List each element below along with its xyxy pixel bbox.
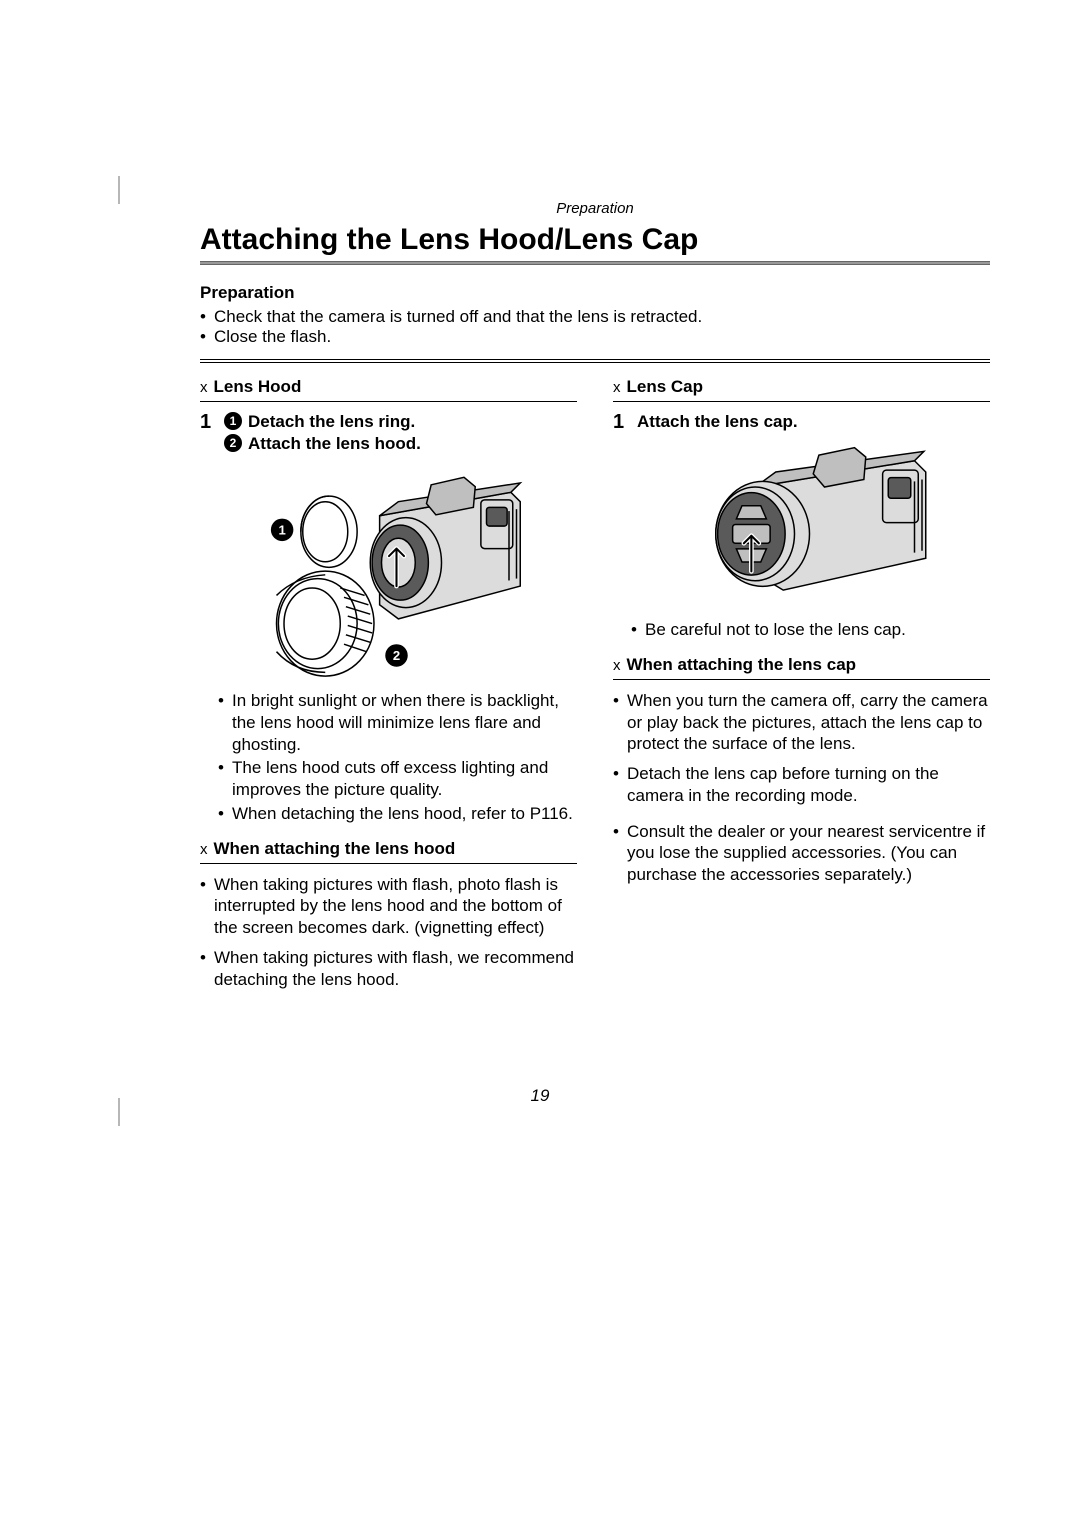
heading-text: Lens Cap	[627, 377, 704, 396]
note-item: • When taking pictures with flash, we re…	[200, 947, 577, 991]
note-text: When detaching the lens hood, refer to P…	[232, 803, 573, 825]
page-number: 19	[0, 1086, 1080, 1106]
section-label: Preparation	[200, 200, 990, 217]
prep-item-text: Check that the camera is turned off and …	[214, 307, 702, 327]
heading-text: When attaching the lens cap	[627, 655, 857, 674]
note-text: When you turn the camera off, carry the …	[627, 690, 990, 755]
note-item: • When you turn the camera off, carry th…	[613, 690, 990, 755]
lens-cap-notes2: • When you turn the camera off, carry th…	[613, 690, 990, 807]
note-item: • When taking pictures with flash, photo…	[200, 874, 577, 939]
note-text: Detach the lens cap before turning on th…	[627, 763, 990, 807]
heading-marker: x	[200, 841, 208, 858]
preparation-list: •Check that the camera is turned off and…	[200, 307, 990, 347]
thin-rule	[613, 679, 990, 680]
prep-item-text: Close the flash.	[214, 327, 331, 347]
note-text: When taking pictures with flash, photo f…	[214, 874, 577, 939]
thin-rule	[200, 863, 577, 864]
lens-hood-notes: • In bright sunlight or when there is ba…	[218, 690, 577, 825]
crop-mark-top	[118, 176, 120, 204]
manual-page: Preparation Attaching the Lens Hood/Lens…	[0, 0, 1080, 1526]
note-item: • When detaching the lens hood, refer to…	[218, 803, 577, 825]
column-left: x Lens Hood 1 1 Detach the lens ring. 2 Att…	[200, 377, 577, 1004]
circled-2-icon: 2	[224, 434, 242, 452]
step-number: 1	[613, 412, 637, 432]
note-text: Be careful not to lose the lens cap.	[645, 619, 906, 641]
note-text: Consult the dealer or your nearest servi…	[627, 821, 990, 886]
lens-hood-heading: x Lens Hood	[200, 377, 577, 397]
step-line-text: Detach the lens ring.	[248, 412, 415, 432]
note-item: • Detach the lens cap before turning on …	[613, 763, 990, 807]
prep-item: •Check that the camera is turned off and…	[200, 307, 990, 327]
double-rule	[200, 359, 990, 363]
thin-rule	[613, 401, 990, 402]
lens-cap-heading: x Lens Cap	[613, 377, 990, 397]
when-attaching-hood-heading: x When attaching the lens hood	[200, 839, 577, 859]
note-text: In bright sunlight or when there is back…	[232, 690, 577, 755]
note-text: The lens hood cuts off excess lighting a…	[232, 757, 577, 801]
callout-2-label: 2	[392, 648, 399, 663]
title-underline	[200, 261, 990, 265]
lens-hood-notes2: • When taking pictures with flash, photo…	[200, 874, 577, 991]
heading-marker: x	[200, 379, 208, 396]
heading-text: Lens Hood	[214, 377, 302, 396]
lens-cap-illustration	[613, 440, 990, 609]
column-right: x Lens Cap 1 Attach the lens cap.	[613, 377, 990, 1004]
heading-marker: x	[613, 657, 621, 674]
heading-marker: x	[613, 379, 621, 396]
note-text: When taking pictures with flash, we reco…	[214, 947, 577, 991]
lens-hood-illustration: 1	[200, 464, 577, 680]
note-item: • Be careful not to lose the lens cap.	[631, 619, 990, 641]
note-item: • The lens hood cuts off excess lighting…	[218, 757, 577, 801]
step-1-left: 1 1 Detach the lens ring. 2 Attach the len…	[200, 412, 577, 456]
page-title: Attaching the Lens Hood/Lens Cap	[200, 223, 990, 257]
lens-cap-notes: • Be careful not to lose the lens cap.	[631, 619, 990, 641]
callout-1-label: 1	[278, 523, 285, 538]
heading-text: When attaching the lens hood	[214, 839, 456, 858]
note-item: • In bright sunlight or when there is ba…	[218, 690, 577, 755]
step-text: Attach the lens cap.	[637, 412, 798, 431]
thin-rule	[200, 401, 577, 402]
prep-item: •Close the flash.	[200, 327, 990, 347]
step-1-right: 1 Attach the lens cap.	[613, 412, 990, 432]
when-attaching-cap-heading: x When attaching the lens cap	[613, 655, 990, 675]
two-column-layout: x Lens Hood 1 1 Detach the lens ring. 2 Att…	[200, 377, 990, 1004]
note-item: • Consult the dealer or your nearest ser…	[613, 821, 990, 886]
step-number: 1	[200, 412, 224, 456]
preparation-heading: Preparation	[200, 283, 990, 303]
circled-1-icon: 1	[224, 412, 242, 430]
step-line-text: Attach the lens hood.	[248, 434, 421, 454]
lens-cap-notes3: • Consult the dealer or your nearest ser…	[613, 821, 990, 886]
